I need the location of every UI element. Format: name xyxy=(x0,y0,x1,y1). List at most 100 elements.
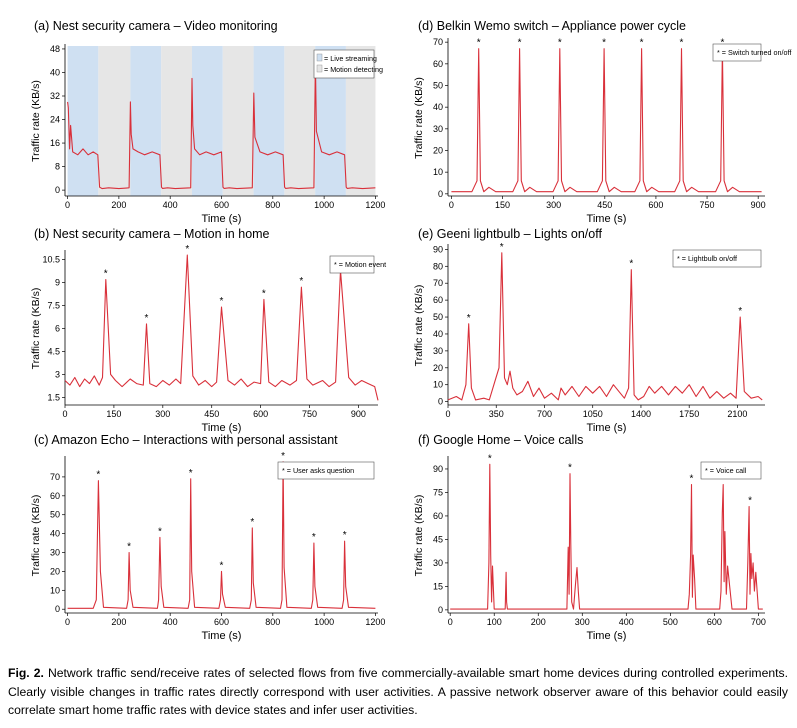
band-motion-detecting xyxy=(222,46,254,196)
x-axis-label: Time (s) xyxy=(587,422,627,434)
y-tick-label: 0 xyxy=(438,397,443,407)
event-marker: * xyxy=(262,288,266,299)
event-marker: * xyxy=(738,306,742,317)
x-axis-label: Time (s) xyxy=(202,213,242,225)
x-tick-label: 1400 xyxy=(631,409,651,419)
x-tick-label: 100 xyxy=(487,617,502,627)
legend-entry: * = Switch turned on/off xyxy=(717,48,791,57)
event-marker: * xyxy=(558,38,562,49)
x-tick-label: 600 xyxy=(214,200,229,210)
y-axis-label: Traffic rate (KB/s) xyxy=(413,495,425,577)
event-marker: * xyxy=(467,313,471,324)
y-tick-label: 10 xyxy=(433,380,443,390)
panel-d: (d) Belkin Wemo switch – Appliance power… xyxy=(413,19,791,225)
legend-box xyxy=(277,461,375,480)
legend-box xyxy=(672,249,762,268)
x-tick-label: 400 xyxy=(163,617,178,627)
x-tick-label: 300 xyxy=(575,617,590,627)
legend-swatch xyxy=(316,64,323,73)
y-tick-label: 10 xyxy=(433,167,443,177)
event-marker: * xyxy=(602,38,606,49)
band-motion-detecting xyxy=(98,46,131,196)
x-tick-label: 450 xyxy=(204,409,219,419)
y-axis-label: Traffic rate (KB/s) xyxy=(30,80,42,162)
y-tick-label: 50 xyxy=(433,81,443,91)
y-tick-label: 50 xyxy=(433,312,443,322)
y-tick-label: 1.5 xyxy=(47,392,60,402)
legend-entry: = Live streaming xyxy=(324,54,377,63)
event-marker: * xyxy=(250,517,254,528)
x-tick-label: 700 xyxy=(751,617,766,627)
x-tick-label: 300 xyxy=(155,409,170,419)
y-tick-label: 60 xyxy=(433,59,443,69)
x-tick-label: 1200 xyxy=(365,200,385,210)
band-live-streaming xyxy=(191,46,223,196)
event-marker: * xyxy=(96,470,100,481)
y-tick-label: 4.5 xyxy=(47,346,60,356)
y-tick-label: 0 xyxy=(55,185,60,195)
legend-box xyxy=(313,49,375,79)
y-axis-label: Traffic rate (KB/s) xyxy=(30,288,42,370)
event-marker: * xyxy=(145,313,149,324)
x-tick-label: 350 xyxy=(489,409,504,419)
x-tick-label: 2100 xyxy=(727,409,747,419)
x-tick-label: 750 xyxy=(302,409,317,419)
y-tick-label: 60 xyxy=(433,295,443,305)
y-tick-label: 10.5 xyxy=(42,255,60,265)
x-tick-label: 0 xyxy=(448,617,453,627)
x-tick-label: 150 xyxy=(106,409,121,419)
y-tick-label: 40 xyxy=(433,329,443,339)
y-tick-label: 10 xyxy=(50,585,60,595)
legend-box xyxy=(700,461,762,480)
legend-box xyxy=(712,43,762,62)
legend-entry: = Motion detecting xyxy=(324,65,383,74)
band-live-streaming xyxy=(253,46,285,196)
y-tick-label: 7.5 xyxy=(47,301,60,311)
legend-box xyxy=(329,255,375,274)
x-tick-label: 800 xyxy=(265,200,280,210)
series-line-traffic xyxy=(451,48,762,193)
event-marker: * xyxy=(127,542,131,553)
x-tick-label: 900 xyxy=(351,409,366,419)
y-tick-label: 0 xyxy=(438,605,443,615)
y-tick-label: 9 xyxy=(55,278,60,288)
event-marker: * xyxy=(748,496,752,507)
caption-label: Fig. 2. xyxy=(8,666,44,680)
y-tick-label: 70 xyxy=(433,37,443,47)
y-tick-label: 24 xyxy=(50,115,60,125)
panel-c: (c) Amazon Echo – Interactions with pers… xyxy=(30,433,385,642)
panel-title: (f) Google Home – Voice calls xyxy=(418,433,583,447)
event-marker: * xyxy=(220,296,224,307)
event-marker: * xyxy=(185,244,189,255)
event-marker: * xyxy=(477,38,481,49)
x-tick-label: 500 xyxy=(663,617,678,627)
y-tick-label: 60 xyxy=(50,491,60,501)
event-marker: * xyxy=(518,38,522,49)
x-tick-label: 400 xyxy=(163,200,178,210)
y-tick-label: 20 xyxy=(433,363,443,373)
x-tick-label: 400 xyxy=(619,617,634,627)
panel-f: (f) Google Home – Voice calls 0 100 200 300 4… xyxy=(413,433,766,642)
y-tick-label: 0 xyxy=(438,189,443,199)
event-marker: * xyxy=(640,38,644,49)
x-tick-label: 0 xyxy=(445,409,450,419)
band-motion-detecting xyxy=(161,46,192,196)
x-axis-label: Time (s) xyxy=(202,630,242,642)
series-line-traffic xyxy=(450,463,763,610)
y-tick-label: 6 xyxy=(55,324,60,334)
x-tick-label: 1200 xyxy=(365,617,385,627)
x-tick-label: 1050 xyxy=(583,409,603,419)
y-axis-label: Traffic rate (KB/s) xyxy=(413,285,425,367)
x-tick-label: 600 xyxy=(648,200,663,210)
x-tick-label: 200 xyxy=(531,617,546,627)
y-tick-label: 90 xyxy=(433,464,443,474)
y-tick-label: 48 xyxy=(50,44,60,54)
y-tick-label: 90 xyxy=(433,244,443,254)
panel-a: (a) Nest security camera – Video monitor… xyxy=(30,19,385,225)
y-tick-label: 60 xyxy=(433,511,443,521)
y-axis-label: Traffic rate (KB/s) xyxy=(30,495,42,577)
event-marker: * xyxy=(629,259,633,270)
x-tick-label: 300 xyxy=(546,200,561,210)
x-tick-label: 1000 xyxy=(314,200,334,210)
x-tick-label: 450 xyxy=(597,200,612,210)
